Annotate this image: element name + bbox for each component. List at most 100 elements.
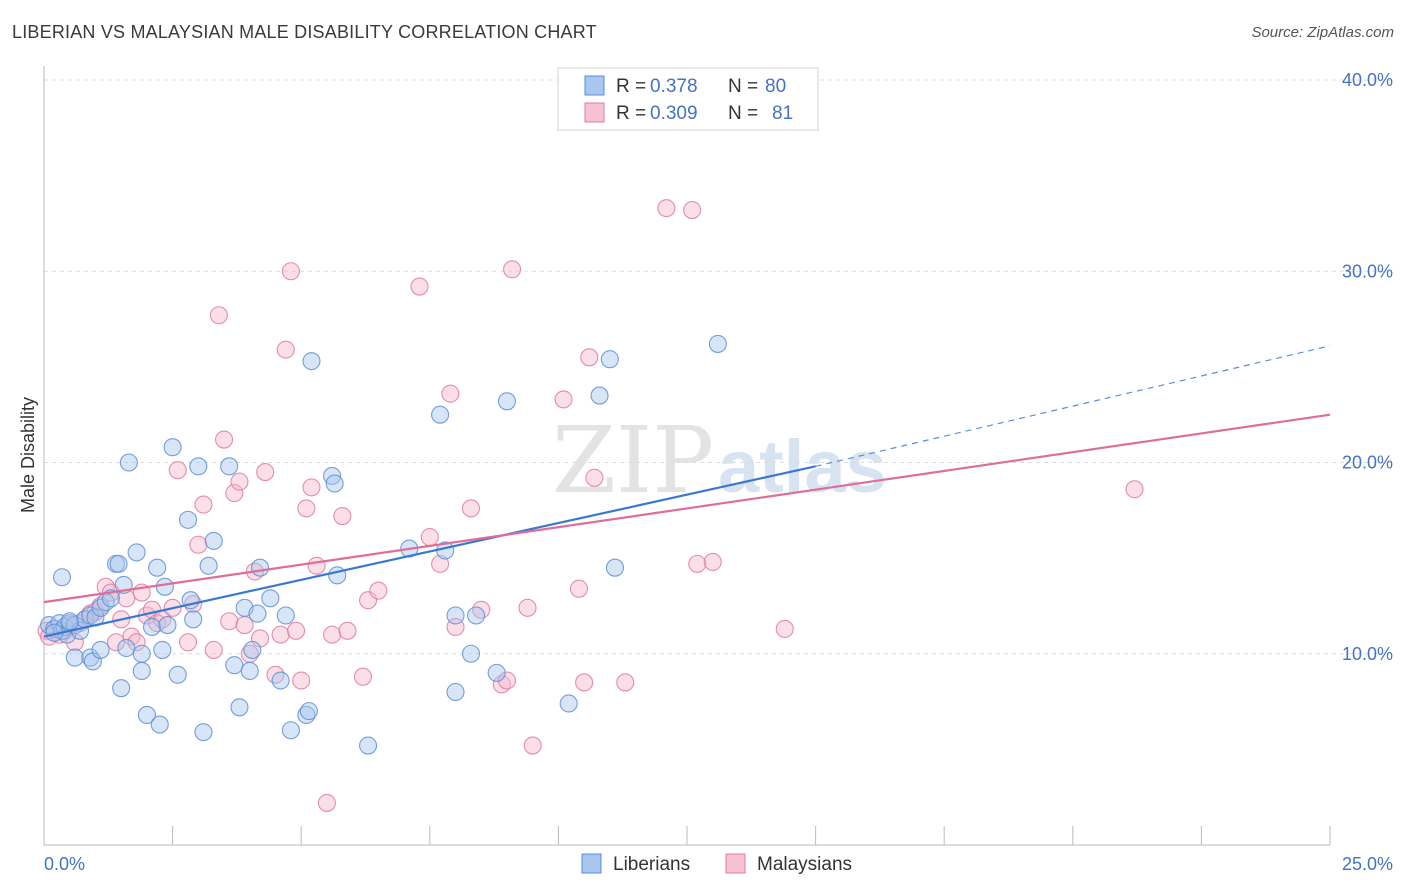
liberian-point-27: [132, 644, 151, 663]
liberian-point-67: [446, 606, 465, 625]
liberian-point-54: [271, 671, 290, 690]
liberian-point-63: [359, 736, 378, 755]
liberian-point-72: [497, 392, 517, 411]
liberian-point-58: [299, 702, 318, 721]
liberian-point-35: [158, 616, 177, 635]
liberian-point-40: [184, 610, 203, 629]
liberian-point-25: [119, 453, 138, 472]
liberian-point-30: [142, 617, 162, 637]
malaysian-point-32: [214, 430, 234, 449]
y-tick-label-1: 20.0%: [1342, 453, 1393, 473]
liberian-point-69: [461, 644, 481, 663]
malaysian-point-25: [168, 461, 187, 480]
watermark-atlas: atlas: [718, 425, 887, 508]
malaysian-point-75: [657, 199, 676, 218]
legend-malaysians-swatch: [725, 853, 746, 874]
malaysian-point-59: [431, 554, 450, 573]
malaysian-point-28: [189, 535, 208, 554]
malaysian-point-41: [266, 665, 285, 684]
malaysian-point-58: [420, 528, 439, 547]
malaysian-point-74: [616, 673, 635, 692]
stat-r-value-1: 0.378: [650, 76, 698, 97]
liberian-point-28: [132, 661, 151, 681]
trend-lines: [43, 345, 1331, 638]
liberians-points: [40, 334, 727, 755]
liberian-point-47: [230, 698, 249, 717]
x-tick-label-1: 25.0%: [1342, 854, 1393, 874]
liberian-point-74: [590, 386, 609, 405]
liberian-point-32: [150, 715, 169, 734]
liberian-point-55: [276, 606, 295, 625]
liberian-point-22: [112, 679, 131, 698]
malaysian-point-12: [96, 577, 115, 596]
liberian-point-24: [117, 638, 136, 658]
stat-r-label-2: R =: [616, 103, 646, 124]
liberian-point-31: [148, 558, 167, 577]
liberians-trend-line: [43, 465, 816, 638]
malaysian-point-31: [209, 306, 228, 325]
legend-malaysians-label: Malaysians: [757, 854, 852, 875]
series-legend: Liberians Malaysians: [581, 853, 852, 875]
liberian-point-50: [243, 640, 262, 659]
malaysian-point-63: [472, 600, 491, 619]
liberian-point-73: [559, 694, 578, 713]
malaysian-point-60: [441, 384, 460, 403]
liberian-point-79: [60, 612, 79, 631]
y-axis-title: Male Disability: [18, 397, 38, 513]
stat-n-label-2: N =: [728, 103, 758, 124]
malaysian-point-33: [220, 612, 239, 631]
stats-legend: R = 0.378 N = 80 R = 0.309 N = 81: [557, 67, 819, 131]
malaysian-point-68: [523, 736, 542, 755]
liberian-point-44: [204, 531, 223, 550]
watermark-zip: ZIP: [552, 407, 714, 514]
malaysians-swatch: [584, 102, 605, 123]
malaysian-point-48: [302, 478, 321, 497]
malaysian-point-80: [1125, 480, 1144, 499]
liberian-point-71: [487, 663, 506, 682]
stat-r-label-1: R =: [616, 76, 646, 97]
malaysian-point-40: [256, 463, 275, 482]
liberian-point-26: [127, 543, 146, 562]
y-tick-label-3: 40.0%: [1342, 70, 1393, 90]
malaysian-point-71: [575, 673, 594, 692]
liberian-point-16: [65, 648, 84, 667]
liberian-point-59: [302, 352, 321, 371]
liberian-point-45: [220, 457, 239, 476]
malaysian-point-53: [338, 621, 357, 640]
malaysian-point-17: [122, 627, 141, 646]
y-tick-label-0: 10.0%: [1342, 644, 1393, 664]
malaysian-point-73: [585, 468, 604, 487]
source-credit: Source: ZipAtlas.com: [1251, 24, 1394, 41]
x-tick-label-0: 0.0%: [44, 854, 85, 874]
liberian-point-41: [189, 457, 208, 476]
liberian-point-65: [431, 405, 450, 424]
legend-liberians-label: Liberians: [613, 854, 690, 875]
malaysian-point-49: [307, 556, 326, 575]
stat-n-value-2: 81: [772, 103, 793, 124]
malaysian-point-54: [353, 667, 372, 686]
malaysian-point-26: [178, 633, 198, 652]
liberian-point-56: [281, 721, 300, 740]
liberian-point-70: [467, 606, 486, 625]
stat-n-value-1: 80: [765, 76, 786, 97]
stat-n-label-1: N =: [728, 76, 758, 97]
malaysian-point-69: [554, 390, 573, 409]
malaysian-point-42: [271, 625, 290, 644]
malaysian-point-77: [688, 554, 707, 573]
malaysian-point-57: [410, 277, 429, 296]
liberian-point-49: [240, 661, 259, 681]
malaysian-point-72: [580, 348, 599, 367]
liberian-point-62: [328, 566, 347, 585]
liberian-point-15: [52, 568, 72, 587]
malaysian-point-51: [323, 625, 342, 644]
malaysian-point-67: [518, 598, 537, 617]
liberian-point-76: [605, 558, 625, 577]
liberian-point-68: [446, 682, 465, 702]
liberian-point-21: [109, 554, 128, 573]
malaysian-point-34: [225, 484, 244, 503]
stat-r-value-2: 0.309: [650, 103, 698, 124]
malaysian-point-18: [127, 633, 146, 652]
liberian-point-42: [194, 723, 213, 742]
liberian-point-53: [261, 589, 280, 608]
